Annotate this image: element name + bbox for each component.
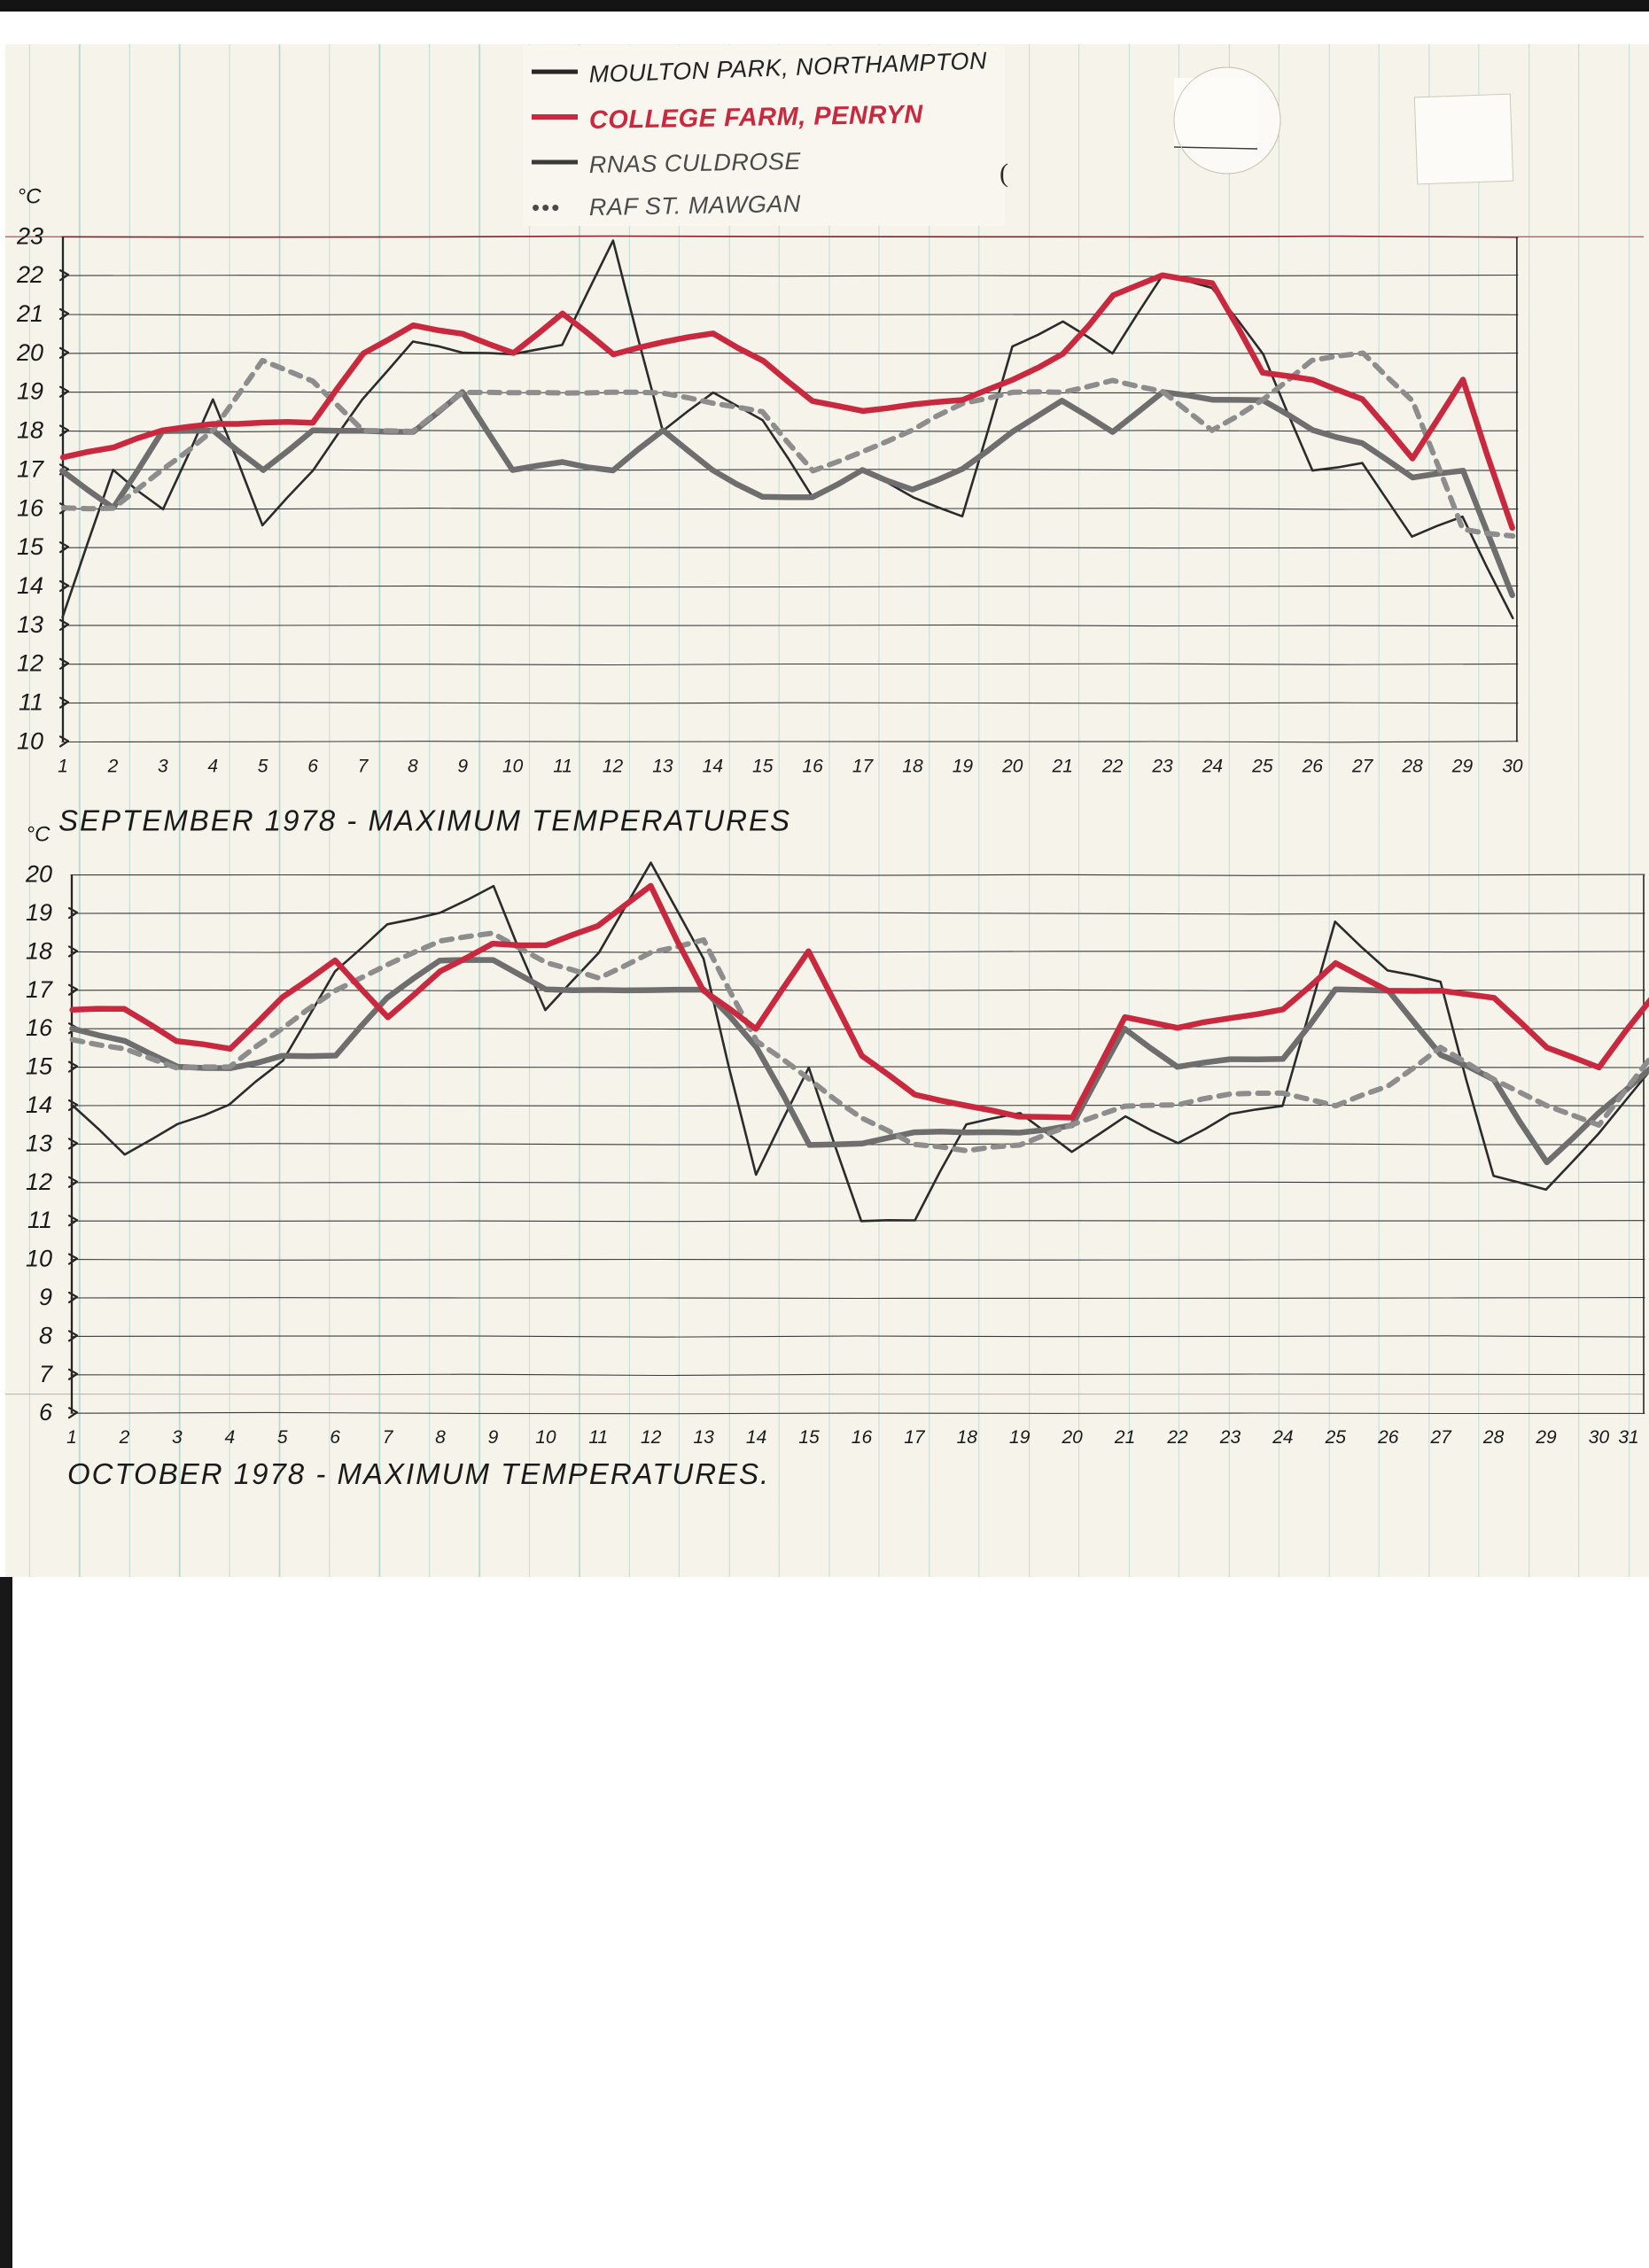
svg-text:16: 16: [26, 1014, 53, 1041]
svg-text:26: 26: [1377, 1427, 1399, 1448]
svg-text:25: 25: [1251, 756, 1273, 776]
svg-text:23: 23: [1219, 1427, 1241, 1448]
svg-text:10: 10: [26, 1246, 52, 1272]
svg-text:10: 10: [17, 727, 43, 754]
svg-text:20: 20: [16, 339, 43, 366]
svg-text:15: 15: [798, 1427, 820, 1448]
svg-text:17: 17: [852, 756, 875, 776]
svg-text:13: 13: [693, 1427, 714, 1448]
svg-text:30: 30: [1589, 1427, 1610, 1448]
svg-text:14: 14: [17, 572, 43, 599]
svg-text:28: 28: [1401, 756, 1423, 776]
svg-text:3: 3: [172, 1427, 183, 1448]
svg-text:27: 27: [1430, 1427, 1453, 1448]
svg-text:7: 7: [358, 756, 369, 776]
svg-text:14: 14: [746, 1427, 766, 1448]
svg-text:11: 11: [553, 756, 572, 776]
svg-text:15: 15: [752, 756, 774, 776]
svg-text:8: 8: [39, 1322, 52, 1348]
svg-text:29: 29: [1451, 756, 1474, 776]
svg-text:22: 22: [16, 261, 43, 288]
svg-text:19: 19: [26, 899, 52, 926]
svg-text:27: 27: [1351, 756, 1374, 776]
svg-text:26: 26: [1302, 756, 1324, 776]
svg-text:6: 6: [307, 756, 318, 776]
svg-text:7: 7: [383, 1427, 394, 1448]
svg-text:21: 21: [1052, 756, 1073, 776]
svg-text:16: 16: [852, 1427, 873, 1448]
svg-text:6: 6: [330, 1427, 340, 1448]
svg-text:24: 24: [1272, 1427, 1293, 1448]
svg-text:22: 22: [1166, 1427, 1188, 1448]
svg-text:9: 9: [39, 1284, 52, 1310]
svg-text:19: 19: [17, 378, 43, 405]
svg-text:22: 22: [1101, 756, 1124, 776]
svg-text:21: 21: [16, 300, 43, 327]
svg-text:18: 18: [26, 937, 52, 964]
svg-text:19: 19: [1009, 1427, 1031, 1448]
svg-text:29: 29: [1535, 1427, 1557, 1448]
svg-text:11: 11: [19, 689, 43, 716]
svg-text:18: 18: [902, 756, 923, 776]
svg-text:10: 10: [535, 1427, 556, 1448]
svg-text:13: 13: [26, 1130, 52, 1156]
svg-text:24: 24: [1202, 756, 1223, 776]
svg-text:12: 12: [17, 650, 43, 677]
svg-text:13: 13: [17, 611, 43, 638]
svg-text:1: 1: [66, 1427, 77, 1448]
svg-text:4: 4: [224, 1427, 235, 1448]
svg-text:8: 8: [408, 756, 418, 776]
svg-text:°C: °C: [27, 823, 51, 847]
svg-text:31: 31: [1618, 1427, 1638, 1448]
svg-text:21: 21: [1114, 1427, 1135, 1448]
svg-text:2: 2: [107, 756, 119, 776]
svg-text:7: 7: [39, 1361, 53, 1387]
svg-text:°C: °C: [18, 184, 43, 208]
svg-text:18: 18: [17, 417, 43, 444]
svg-text:30: 30: [1502, 756, 1523, 776]
svg-text:3: 3: [158, 756, 168, 776]
svg-text:28: 28: [1482, 1427, 1505, 1448]
svg-text:12: 12: [641, 1427, 662, 1448]
svg-text:8: 8: [435, 1427, 446, 1448]
svg-text:4: 4: [207, 756, 218, 776]
svg-text:6: 6: [39, 1399, 53, 1425]
svg-text:14: 14: [26, 1091, 52, 1118]
svg-text:9: 9: [488, 1427, 499, 1448]
svg-text:25: 25: [1325, 1427, 1347, 1448]
svg-text:1: 1: [58, 756, 68, 776]
svg-text:13: 13: [652, 756, 673, 776]
svg-text:12: 12: [603, 756, 624, 776]
svg-text:20: 20: [1001, 756, 1023, 776]
svg-text:12: 12: [26, 1169, 52, 1195]
svg-text:17: 17: [26, 976, 53, 1003]
svg-text:15: 15: [26, 1053, 53, 1080]
svg-text:5: 5: [258, 756, 268, 776]
svg-text:16: 16: [802, 756, 823, 776]
svg-text:15: 15: [17, 533, 44, 560]
svg-text:10: 10: [502, 756, 524, 776]
svg-text:20: 20: [25, 861, 52, 888]
svg-text:9: 9: [457, 756, 468, 776]
svg-text:19: 19: [953, 756, 974, 776]
svg-text:11: 11: [27, 1207, 52, 1233]
svg-text:11: 11: [588, 1427, 608, 1448]
svg-text:16: 16: [17, 494, 44, 521]
svg-text:17: 17: [17, 455, 44, 482]
svg-text:23: 23: [1151, 756, 1173, 776]
svg-text:2: 2: [119, 1427, 130, 1448]
svg-text:5: 5: [277, 1427, 288, 1448]
svg-text:23: 23: [16, 222, 43, 249]
svg-text:17: 17: [904, 1427, 926, 1448]
svg-text:18: 18: [957, 1427, 978, 1448]
svg-text:14: 14: [703, 756, 723, 776]
svg-text:20: 20: [1061, 1427, 1083, 1448]
svg-text:OCTOBER 1978 - MAXIMUM TEMPERA: OCTOBER 1978 - MAXIMUM TEMPERATURES.: [67, 1457, 770, 1490]
